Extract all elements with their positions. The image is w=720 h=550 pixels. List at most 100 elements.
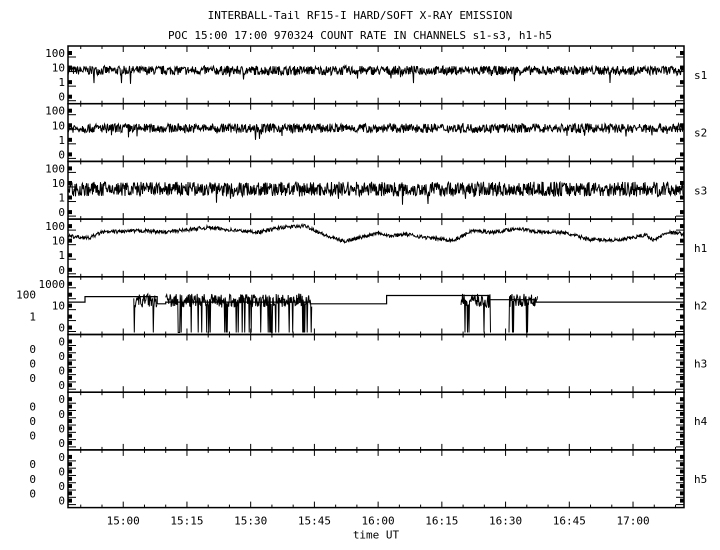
y-tick [68,433,72,438]
y-tick [68,166,72,171]
panel-label-s3: s3 [694,184,707,197]
y-tick-label: 0 [29,430,36,443]
y-tick-label: 0 [58,91,65,104]
y-tick [680,484,684,489]
panel-frame-s1 [67,45,685,105]
x-tick-label: 15:00 [107,515,140,528]
y-tick [68,152,72,157]
y-tick [680,51,684,55]
y-tick-label: 100 [45,47,65,60]
y-tick [680,224,684,229]
y-tick [68,383,72,388]
y-tick [68,195,72,200]
y-tick-label: 100 [45,220,65,233]
y-tick [68,419,72,424]
y-tick [680,469,684,474]
y-tick [68,498,72,503]
y-tick [680,80,684,85]
x-tick-label: 16:45 [553,515,586,528]
x-tick-label: 15:30 [234,515,267,528]
y-tick [680,375,684,380]
y-tick [68,440,72,445]
series-line-s1 [67,64,685,84]
y-tick-label: 0 [58,480,65,493]
y-tick-label: 0 [29,357,36,370]
y-tick-label: 0 [58,336,65,349]
y-tick-label: 100 [16,289,36,302]
y-tick-label: 0 [58,350,65,363]
y-tick [68,224,72,229]
y-tick [68,108,72,113]
series-burst-h2 [165,293,313,333]
y-tick [680,314,684,319]
y-tick [680,368,684,373]
y-tick [68,397,72,402]
y-tick [680,281,684,286]
y-tick [68,180,72,185]
panel-label-h5: h5 [694,473,707,486]
y-tick [68,325,72,330]
y-tick [680,238,684,243]
y-tick [680,498,684,503]
y-tick-label: 0 [29,415,36,428]
y-tick-label: 10 [52,235,65,248]
y-tick [68,411,72,416]
y-tick [680,462,684,467]
y-tick [680,454,684,459]
y-tick [680,303,684,308]
y-tick [680,433,684,438]
y-tick-label: 1 [58,76,65,89]
y-tick-label: 0 [58,148,65,161]
y-tick [680,195,684,200]
y-tick-label: 0 [58,408,65,421]
panel-frame-h1 [67,218,685,278]
y-tick-label: 0 [58,264,65,277]
y-tick-label: 10 [52,300,65,313]
series-line-h1 [67,223,685,244]
y-tick [68,368,72,373]
y-tick-label: 0 [58,322,65,335]
panel-label-s2: s2 [694,127,707,140]
y-tick [68,476,72,481]
y-tick-label: 0 [58,393,65,406]
chart-title: INTERBALL-Tail RF15-I HARD/SOFT X-RAY EM… [207,9,513,22]
y-tick [68,210,72,215]
y-tick [680,253,684,258]
y-tick-label: 1 [58,249,65,262]
y-tick [68,253,72,258]
panel-label-h1: h1 [694,242,707,255]
series-burst-h2 [508,293,538,333]
y-tick [68,267,72,272]
panel-label-s1: s1 [694,69,707,82]
y-tick [680,491,684,496]
y-tick [680,426,684,431]
y-tick [68,454,72,459]
y-tick-label: 0 [29,372,36,385]
y-tick [680,419,684,424]
y-tick [68,426,72,431]
y-tick-label: 10 [52,62,65,75]
y-tick-label: 0 [58,422,65,435]
x-axis-label: time UT [353,529,400,542]
x-tick-label: 16:15 [425,515,458,528]
y-tick [680,210,684,215]
y-tick [68,375,72,380]
y-tick [68,361,72,366]
series-line-s2 [67,122,685,140]
y-tick [68,238,72,243]
y-tick-label: 0 [29,487,36,500]
y-tick-label: 0 [58,379,65,392]
y-tick [680,383,684,388]
y-tick-label: 0 [29,343,36,356]
y-tick [68,404,72,409]
series-burst-h2 [133,292,158,333]
y-tick [680,108,684,113]
y-tick-label: 10 [52,119,65,132]
y-tick [680,404,684,409]
y-tick [68,462,72,467]
x-tick-label: 17:00 [616,515,649,528]
y-tick [680,361,684,366]
y-tick-label: 0 [58,451,65,464]
chart-subtitle: POC 15:00 17:00 970324 COUNT RATE IN CHA… [167,29,553,42]
y-tick-label: 100 [45,105,65,118]
